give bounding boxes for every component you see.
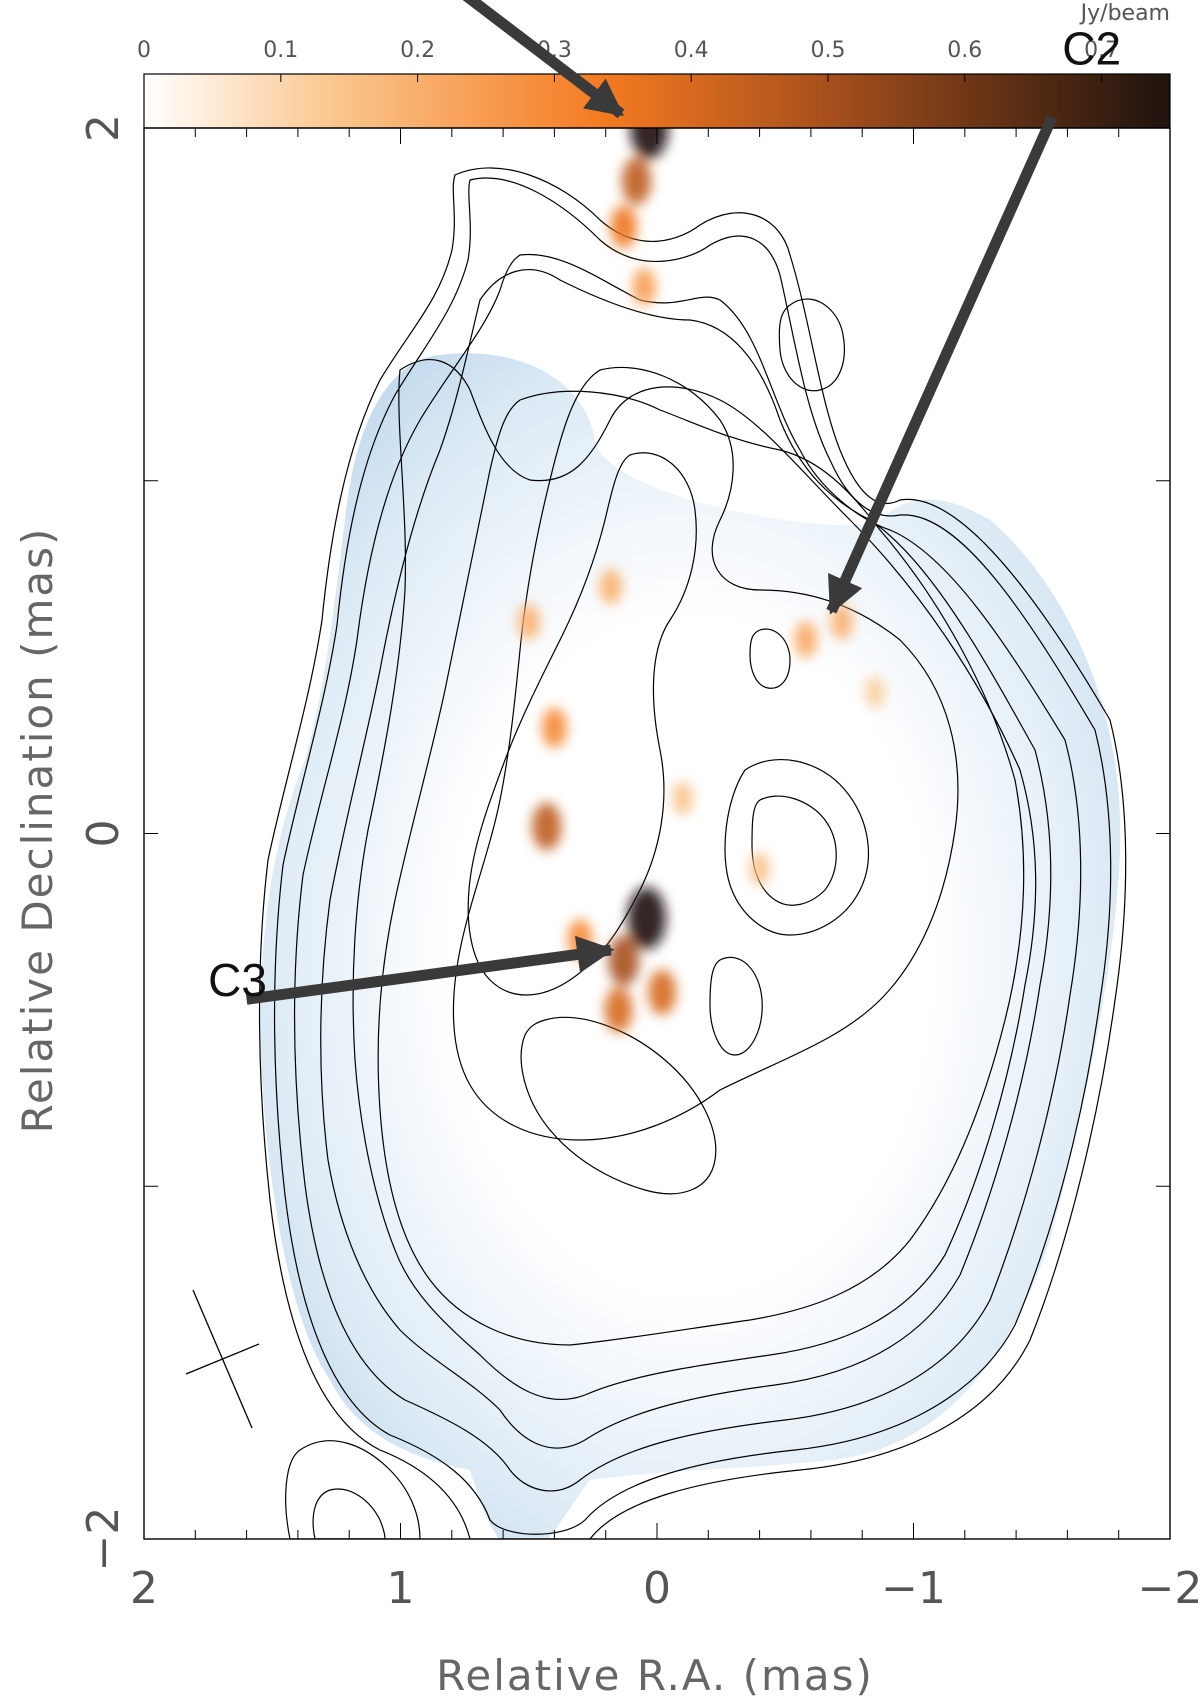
contour-level <box>778 298 845 392</box>
emission-hotspot <box>794 621 818 658</box>
annotation-arrow <box>462 0 625 119</box>
x-tick-label: −1 <box>881 1563 946 1614</box>
x-tick-label: 2 <box>130 1563 158 1614</box>
emission-hotspot <box>610 205 637 249</box>
contour-lines <box>258 167 1127 1539</box>
contour-level <box>751 795 837 906</box>
contour-level <box>352 359 1037 1400</box>
emission-hotspot <box>531 802 562 851</box>
contour-level <box>293 253 1082 1492</box>
x-tick-label: −2 <box>1138 1563 1200 1614</box>
emission-hotspot <box>627 886 666 950</box>
annotation-arrow <box>245 935 615 1005</box>
blue-emission-region <box>260 353 1121 1539</box>
annotation-arrow <box>826 115 1058 615</box>
contour-level <box>320 269 1052 1449</box>
colorbar-tick-label: 0 <box>137 38 151 63</box>
contour-level <box>709 956 763 1056</box>
colorbar: 0 0.1 0.2 0.3 0.4 0.5 0.6 0.7 Jy/beam <box>137 1 1171 129</box>
x-tick-label: 0 <box>643 1563 671 1614</box>
contour-level <box>452 366 959 1141</box>
annotation-label: C3 <box>208 954 267 1006</box>
y-tick-label: −2 <box>78 1507 129 1572</box>
contour-level <box>312 1488 386 1539</box>
emission-hotspot <box>749 852 770 886</box>
emission-hotspot <box>541 707 567 748</box>
emission-hotspot <box>672 781 693 815</box>
beam-cross-marker <box>185 1289 260 1429</box>
y-tick-label: 2 <box>78 114 129 142</box>
contour-level <box>520 1016 717 1195</box>
contour-level <box>749 628 791 689</box>
contour-level <box>258 167 1127 1539</box>
compact-emission <box>517 128 885 1033</box>
emission-hotspot <box>517 603 540 640</box>
y-tick-label: 0 <box>78 820 129 848</box>
contour-level <box>285 1440 421 1539</box>
emission-hotspot <box>648 969 677 1015</box>
colorbar-unit-label: Jy/beam <box>1079 1 1170 26</box>
contour-level <box>467 452 697 996</box>
emission-hotspot <box>621 156 652 205</box>
colorbar-tick-label: 0.2 <box>400 38 435 63</box>
y-axis-title: Relative Declination (mas) <box>13 527 62 1134</box>
contour-level <box>724 759 870 936</box>
colorbar-tick-label: 0.4 <box>674 38 709 63</box>
emission-hotspot <box>632 267 656 306</box>
x-axis-title: Relative R.A. (mas) <box>436 1651 874 1700</box>
colorbar-tick-label: 0.1 <box>263 38 298 63</box>
emission-hotspot <box>608 935 640 986</box>
plot-area: 2 1 0 −1 −220−2 <box>78 114 1200 1614</box>
colorbar-tick-label: 0.7 <box>1084 38 1119 63</box>
emission-hotspot <box>604 987 633 1033</box>
colorbar-tick-label: 0.6 <box>947 38 982 63</box>
emission-hotspot <box>630 128 669 160</box>
emission-hotspot <box>599 568 622 605</box>
colorbar-gradient <box>143 73 1171 129</box>
x-tick-label: 1 <box>387 1563 415 1614</box>
annotation-label: C2 <box>1062 23 1121 75</box>
emission-hotspot <box>865 676 885 709</box>
contour-level <box>377 390 1025 1346</box>
colorbar-tick-label: 0.5 <box>811 38 846 63</box>
contour-level <box>273 177 1112 1535</box>
